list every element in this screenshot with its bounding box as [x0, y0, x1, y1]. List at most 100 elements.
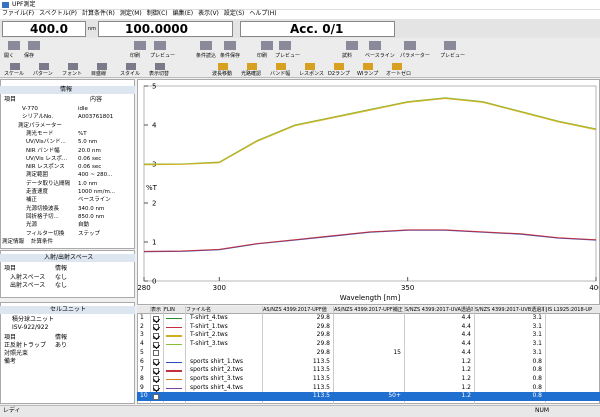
checkbox[interactable]: [153, 393, 159, 400]
checkbox[interactable]: [153, 367, 159, 374]
checkbox[interactable]: [153, 332, 159, 339]
plot-area: [143, 85, 597, 282]
toolbar-button-label[interactable]: 目盛線: [91, 71, 107, 77]
value-box: [98, 21, 233, 37]
toolbar-icon[interactable]: [218, 63, 228, 70]
menu-item[interactable]: 表示(V): [198, 10, 219, 17]
toolbar-button-label[interactable]: WIランプ: [357, 71, 379, 77]
toolbar-button-label[interactable]: 保存: [24, 53, 35, 59]
spectrum-line: [143, 229, 597, 252]
toolbar-button-label[interactable]: フォント: [62, 71, 83, 77]
toolbar-icon[interactable]: [444, 41, 456, 50]
toolbar-button-label[interactable]: プレビュー: [440, 53, 466, 59]
toolbar-icon[interactable]: [334, 63, 344, 70]
toolbar-icon[interactable]: [126, 63, 136, 70]
toolbar-icon[interactable]: [261, 41, 273, 50]
toolbar-icon[interactable]: [369, 41, 381, 50]
menu-item[interactable]: スペクトル(P): [39, 10, 78, 17]
table-cell: 4.4: [461, 340, 471, 348]
table-cell: 29.8: [316, 348, 330, 356]
toolbar-button-label[interactable]: 表示切替: [149, 71, 170, 77]
toolbar-icon[interactable]: [8, 41, 20, 50]
menu-item[interactable]: 編集(E): [172, 10, 194, 17]
toolbar-button-label[interactable]: 波長移動: [212, 71, 233, 77]
property-value: あり: [55, 342, 68, 349]
toolbar-button-label[interactable]: 開く: [4, 53, 15, 59]
toolbar-button-label[interactable]: 条件読込: [196, 53, 217, 59]
table-cell: 3.1: [532, 314, 542, 321]
toolbar-icon[interactable]: [276, 63, 286, 70]
table-header: [137, 306, 600, 314]
toolbar-button-label[interactable]: プレビュー: [275, 53, 301, 59]
file-name[interactable]: sports shirt_1.tws: [190, 357, 243, 365]
toolbar-button-label[interactable]: パラメーター: [400, 53, 430, 59]
column-header: AS/NZS 4399:2017-UPF補正: [334, 307, 403, 313]
toolbar-icon[interactable]: [10, 63, 20, 70]
menu-item[interactable]: 測定(M): [119, 10, 142, 17]
toolbar-icon[interactable]: [97, 63, 107, 70]
spectrum-line: [143, 97, 597, 166]
toolbar-button-label[interactable]: バンド幅: [270, 71, 291, 77]
file-name[interactable]: T-shirt_2.tws: [190, 331, 228, 339]
toolbar-icon[interactable]: [39, 63, 49, 70]
toolbar-icon[interactable]: [224, 41, 236, 50]
checkbox[interactable]: [153, 376, 159, 383]
menu-item[interactable]: ヘルプ(H): [249, 10, 277, 17]
checkbox[interactable]: [153, 341, 159, 348]
toolbar-button-label[interactable]: 試料: [342, 53, 353, 59]
column-divider: [545, 306, 546, 404]
toolbar-icon[interactable]: [305, 63, 315, 70]
checkbox[interactable]: [153, 359, 159, 365]
file-name[interactable]: sports shirt_3.tws: [190, 374, 243, 382]
toolbar-button-label[interactable]: オートゼロ: [386, 71, 412, 77]
file-name[interactable]: T-shirt_1.tws: [190, 322, 228, 330]
table-cell: 113.5: [312, 392, 330, 400]
toolbar-button-label[interactable]: 印刷: [257, 53, 268, 59]
panel-tab[interactable]: 計算条件: [31, 239, 54, 245]
selected-row: [137, 392, 600, 401]
property-name: 光源切換波長: [26, 205, 60, 212]
checkbox[interactable]: [153, 324, 159, 331]
toolbar-button-label[interactable]: 条件保存: [220, 53, 241, 59]
toolbar-icon[interactable]: [363, 63, 373, 70]
toolbar-button-label[interactable]: スタイル: [120, 71, 141, 77]
toolbar-icon[interactable]: [247, 63, 257, 70]
toolbar-button-label[interactable]: プレビュー: [150, 53, 176, 59]
row-number: 4: [140, 340, 144, 348]
menu-item[interactable]: 設定(S): [223, 10, 245, 17]
toolbar-button-label[interactable]: レスポンス: [299, 71, 324, 77]
toolbar-button-label[interactable]: パターン: [33, 71, 53, 77]
toolbar-icon[interactable]: [134, 41, 146, 50]
file-name[interactable]: sports shirt_4.tws: [190, 383, 243, 391]
file-name[interactable]: T-shirt_3.tws: [190, 340, 228, 348]
menu-item[interactable]: 制御(C): [146, 10, 168, 17]
property-value: 自動: [78, 222, 90, 229]
toolbar-button-label[interactable]: スケール: [4, 71, 25, 77]
toolbar-icon[interactable]: [68, 63, 78, 70]
menu-item[interactable]: 計算条件(R): [82, 10, 115, 17]
toolbar-button-label[interactable]: D2ランプ: [328, 71, 350, 77]
row-number: 5: [140, 348, 144, 356]
property-value: 1.0 nm: [78, 180, 98, 187]
toolbar-button-label[interactable]: ベースライン: [365, 53, 395, 59]
file-name[interactable]: T-shirt_4.tws: [190, 314, 228, 321]
toolbar-icon[interactable]: [28, 41, 40, 50]
toolbar-icon[interactable]: [200, 41, 212, 50]
toolbar-icon[interactable]: [392, 63, 402, 70]
toolbar-icon[interactable]: [154, 41, 166, 50]
checkbox[interactable]: [153, 315, 159, 322]
title-bar: [0, 0, 600, 10]
toolbar-icon[interactable]: [155, 63, 165, 70]
table-cell: 113.5: [312, 383, 330, 391]
toolbar-icon[interactable]: [346, 41, 358, 50]
column-divider: [163, 306, 164, 404]
toolbar-icon[interactable]: [279, 41, 291, 50]
toolbar-button-label[interactable]: 光路確認: [241, 71, 262, 77]
toolbar-icon[interactable]: [404, 41, 416, 50]
toolbar-button-label[interactable]: 印刷: [130, 53, 141, 59]
menu-item[interactable]: ファイル(F): [2, 10, 35, 17]
checkbox[interactable]: [153, 385, 159, 392]
checkbox[interactable]: [153, 350, 159, 357]
panel-tab[interactable]: 測定情報: [2, 239, 25, 245]
file-name[interactable]: sports shirt_2.tws: [190, 366, 243, 374]
